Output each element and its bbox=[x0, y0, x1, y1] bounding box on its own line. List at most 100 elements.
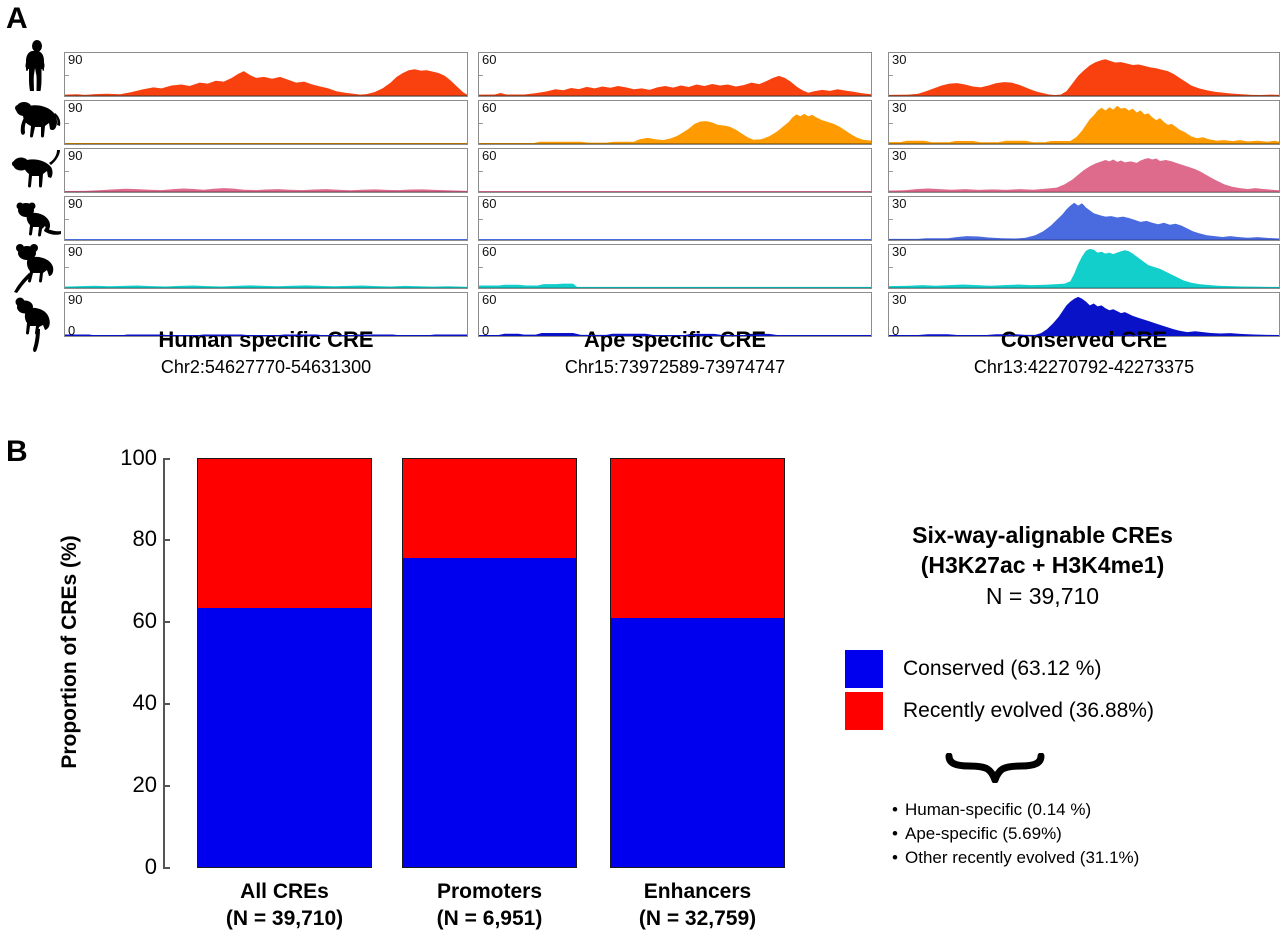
y-tick-0 bbox=[163, 867, 170, 869]
legend-swatch-recently-evolved bbox=[845, 692, 883, 730]
list-item: • Human-specific (0.14 %) bbox=[885, 798, 1139, 822]
track-group-conserved: 30 30 30 30 bbox=[888, 52, 1280, 340]
y-tick-label-20: 20 bbox=[132, 772, 157, 797]
legend-swatch-conserved bbox=[845, 650, 883, 688]
track-mouse-lemur: 30 bbox=[888, 244, 1280, 289]
signal-trace bbox=[65, 285, 467, 288]
panel-b: B Proportion of CREs (%) 100 80 60 40 20… bbox=[0, 400, 1280, 932]
signal-trace bbox=[65, 143, 467, 144]
column-title-conserved: Conserved CRE bbox=[1000, 327, 1168, 352]
track-scale-max: 90 bbox=[68, 196, 83, 211]
bar-category-label: Enhancers bbox=[643, 880, 752, 903]
column-coords-conserved: Chr13:42270792-42273375 bbox=[973, 357, 1195, 377]
track-baseline bbox=[479, 238, 871, 240]
track-chimpanzee: 90 bbox=[64, 100, 468, 145]
signal-trace bbox=[889, 202, 1279, 240]
track-scale-max: 30 bbox=[892, 52, 907, 67]
bullet-text: Ape-specific (5.69%) bbox=[905, 824, 1062, 843]
legend-title-line1: Six-way-alignable CREs bbox=[912, 522, 1173, 548]
track-scale-max: 30 bbox=[892, 244, 907, 259]
track-tick bbox=[889, 171, 893, 172]
track-scale-max: 90 bbox=[68, 100, 83, 115]
legend-bullet-list: • Human-specific (0.14 %) • Ape-specific… bbox=[885, 798, 1139, 870]
bar-category-label: All CREs bbox=[240, 880, 329, 903]
legend-total-n: N = 39,710 bbox=[985, 583, 1100, 609]
track-mouse: 30 0 bbox=[888, 292, 1280, 337]
legend-item-recently-evolved: Recently evolved (36.88%) bbox=[845, 692, 1275, 730]
y-tick-100 bbox=[163, 458, 170, 460]
track-scale-max: 30 bbox=[892, 292, 907, 307]
human-silhouette-icon bbox=[8, 40, 66, 92]
bar-segment-conserved bbox=[403, 558, 576, 867]
track-scale-min: 0 bbox=[68, 323, 76, 337]
track-macaque: 30 bbox=[888, 148, 1280, 193]
track-baseline bbox=[65, 142, 467, 144]
y-tick-80 bbox=[163, 539, 170, 541]
bullet-dot-icon: • bbox=[892, 800, 898, 819]
y-tick-20 bbox=[163, 785, 170, 787]
curly-brace-icon bbox=[945, 752, 1045, 784]
track-chimpanzee: 60 bbox=[478, 100, 872, 145]
bar-category-sublabel: (N = 6,951) bbox=[436, 907, 543, 930]
track-chimpanzee: 30 bbox=[888, 100, 1280, 145]
track-baseline bbox=[479, 190, 871, 192]
track-baseline bbox=[65, 238, 467, 240]
signal-trace bbox=[65, 188, 467, 192]
track-baseline bbox=[889, 286, 1279, 288]
column-coords-ape-specific: Chr15:73972589-73974747 bbox=[564, 357, 786, 377]
bar-segment-conserved bbox=[611, 618, 784, 867]
y-tick-label-100: 100 bbox=[120, 445, 157, 470]
track-scale-max: 90 bbox=[68, 52, 83, 67]
bar-enhancers[interactable] bbox=[610, 458, 785, 868]
y-tick-label-40: 40 bbox=[132, 690, 157, 715]
bar-category-sublabel: (N = 32,759) bbox=[638, 907, 757, 930]
chart-legend: Six-way-alignable CREs (H3K27ac + H3K4me… bbox=[845, 520, 1275, 867]
bullet-text: Human-specific (0.14 %) bbox=[905, 800, 1092, 819]
track-scale-max: 30 bbox=[892, 196, 907, 211]
bar-label-promoters: Promoters (N = 6,951) bbox=[402, 878, 577, 932]
bar-category-sublabel: (N = 39,710) bbox=[225, 907, 344, 930]
track-scale-max: 60 bbox=[482, 148, 497, 163]
signal-trace bbox=[479, 191, 871, 192]
y-axis-label: Proportion of CREs (%) bbox=[58, 535, 81, 769]
track-tick bbox=[65, 267, 69, 268]
track-scale-max: 30 bbox=[892, 148, 907, 163]
track-tick bbox=[479, 267, 483, 268]
track-mouse: 90 0 bbox=[64, 292, 468, 337]
track-tick bbox=[65, 171, 69, 172]
track-scale-max: 60 bbox=[482, 100, 497, 115]
bar-promoters[interactable] bbox=[402, 458, 577, 868]
track-tick bbox=[889, 75, 893, 76]
y-tick-label-60: 60 bbox=[132, 608, 157, 633]
signal-trace bbox=[889, 296, 1279, 336]
legend-item-conserved: Conserved (63.12 %) bbox=[845, 650, 1275, 688]
list-item: • Other recently evolved (31.1%) bbox=[885, 846, 1139, 870]
bar-all-cres[interactable] bbox=[197, 458, 372, 868]
bar-label-all-cres: All CREs (N = 39,710) bbox=[197, 878, 372, 932]
track-tick bbox=[889, 123, 893, 124]
track-baseline bbox=[479, 142, 871, 144]
track-tick bbox=[65, 123, 69, 124]
track-scale-max: 90 bbox=[68, 148, 83, 163]
track-group-ape-specific: 60 60 60 60 bbox=[478, 52, 872, 340]
track-tick bbox=[65, 219, 69, 220]
panel-a-letter: A bbox=[6, 2, 28, 35]
track-scale-min: 0 bbox=[482, 323, 490, 337]
bar-segment-recently-evolved bbox=[403, 459, 576, 561]
track-tick bbox=[889, 219, 893, 220]
signal-trace bbox=[65, 69, 467, 96]
legend-label-conserved: Conserved (63.12 %) bbox=[903, 657, 1102, 680]
signal-trace bbox=[889, 248, 1279, 288]
track-baseline bbox=[65, 190, 467, 192]
track-mouse: 60 0 bbox=[478, 292, 872, 337]
bullet-dot-icon: • bbox=[892, 824, 898, 843]
bar-segment-recently-evolved bbox=[611, 459, 784, 621]
panel-b-letter: B bbox=[6, 435, 28, 468]
track-human: 90 bbox=[64, 52, 468, 97]
track-scale-max: 60 bbox=[482, 244, 497, 259]
track-baseline bbox=[889, 94, 1279, 96]
track-macaque: 60 bbox=[478, 148, 872, 193]
track-tick bbox=[479, 123, 483, 124]
signal-trace bbox=[65, 239, 467, 240]
column-title-ape-specific: Ape specific CRE bbox=[583, 327, 767, 352]
